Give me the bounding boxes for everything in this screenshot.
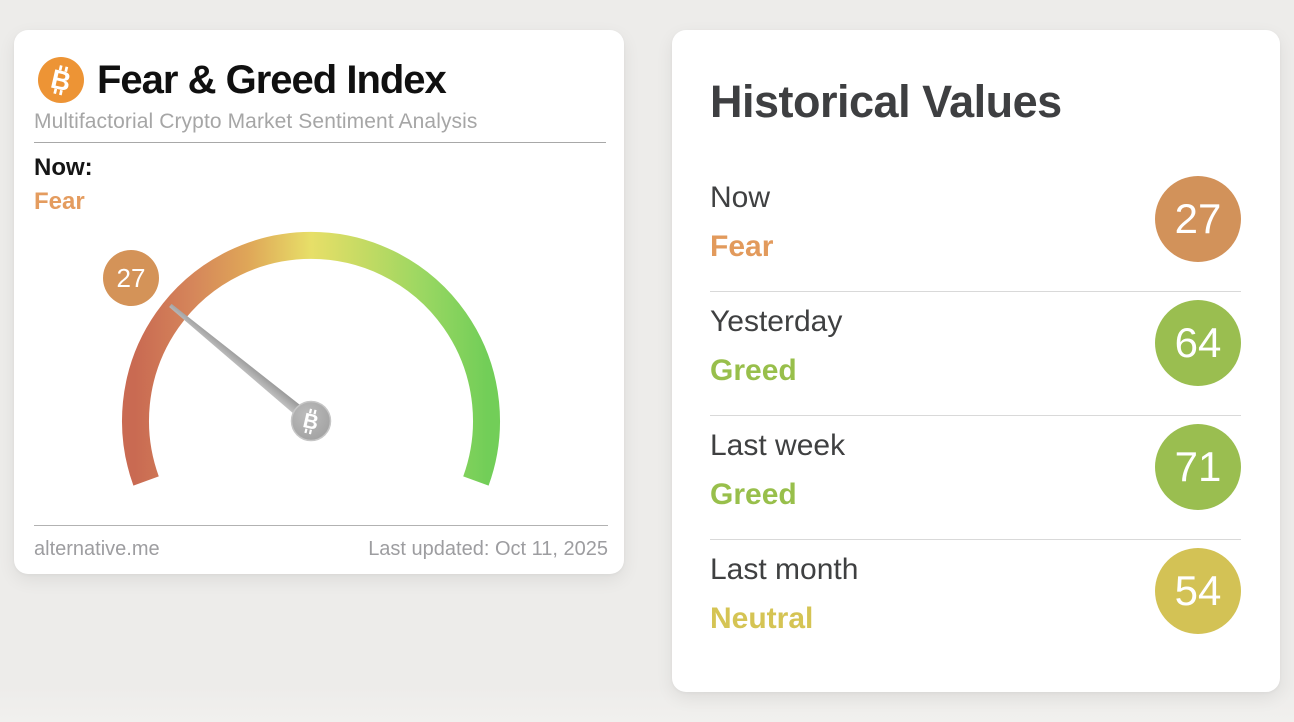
row-period-label: Last week [710, 429, 846, 462]
historical-title: Historical Values [710, 76, 1062, 127]
row-sentiment-label: Greed [710, 354, 797, 387]
historical-row-now: Now Fear 27 [710, 168, 1241, 292]
historical-row-last-month: Last month Neutral 54 [710, 540, 1241, 664]
page-subtitle: Multifactorial Crypto Market Sentiment A… [34, 110, 478, 133]
gauge-hub-bitcoin-icon: B [290, 400, 332, 442]
row-period-label: Now [710, 181, 771, 214]
gauge-arc [122, 231, 500, 486]
header-divider [34, 142, 606, 143]
row-value-circle: 54 [1155, 548, 1241, 634]
row-value-circle: 71 [1155, 424, 1241, 510]
row-value-circle: 27 [1155, 176, 1241, 262]
sentiment-gauge: B [122, 231, 500, 486]
now-sentiment-value: Fear [34, 188, 85, 215]
bitcoin-icon: B [38, 57, 84, 103]
fng-footer: alternative.me Last updated: Oct 11, 202… [34, 538, 608, 561]
svg-text:B: B [301, 409, 321, 435]
row-sentiment-label: Neutral [710, 602, 814, 635]
gauge-value-badge: 27 [103, 250, 159, 306]
page-title: Fear & Greed Index [97, 57, 447, 102]
now-label: Now: [34, 154, 93, 181]
historical-row-yesterday: Yesterday Greed 64 [710, 292, 1241, 416]
footer-divider [34, 525, 608, 526]
last-updated-label: Last updated: Oct 11, 2025 [368, 538, 608, 560]
row-sentiment-label: Greed [710, 478, 797, 511]
historical-values-card: Historical Values Now Fear 27 Yesterday … [672, 30, 1280, 692]
historical-row-last-week: Last week Greed 71 [710, 416, 1241, 540]
fng-header: B Fear & Greed Index [38, 56, 447, 104]
row-value-circle: 64 [1155, 300, 1241, 386]
row-period-label: Yesterday [710, 305, 843, 338]
row-period-label: Last month [710, 553, 859, 586]
gauge-needle [169, 303, 315, 426]
historical-rows: Now Fear 27 Yesterday Greed 64 Last week… [710, 168, 1241, 664]
fear-greed-card: B Fear & Greed Index Multifactorial Cryp… [14, 30, 624, 574]
source-link[interactable]: alternative.me [34, 538, 160, 560]
row-sentiment-label: Fear [710, 230, 774, 263]
